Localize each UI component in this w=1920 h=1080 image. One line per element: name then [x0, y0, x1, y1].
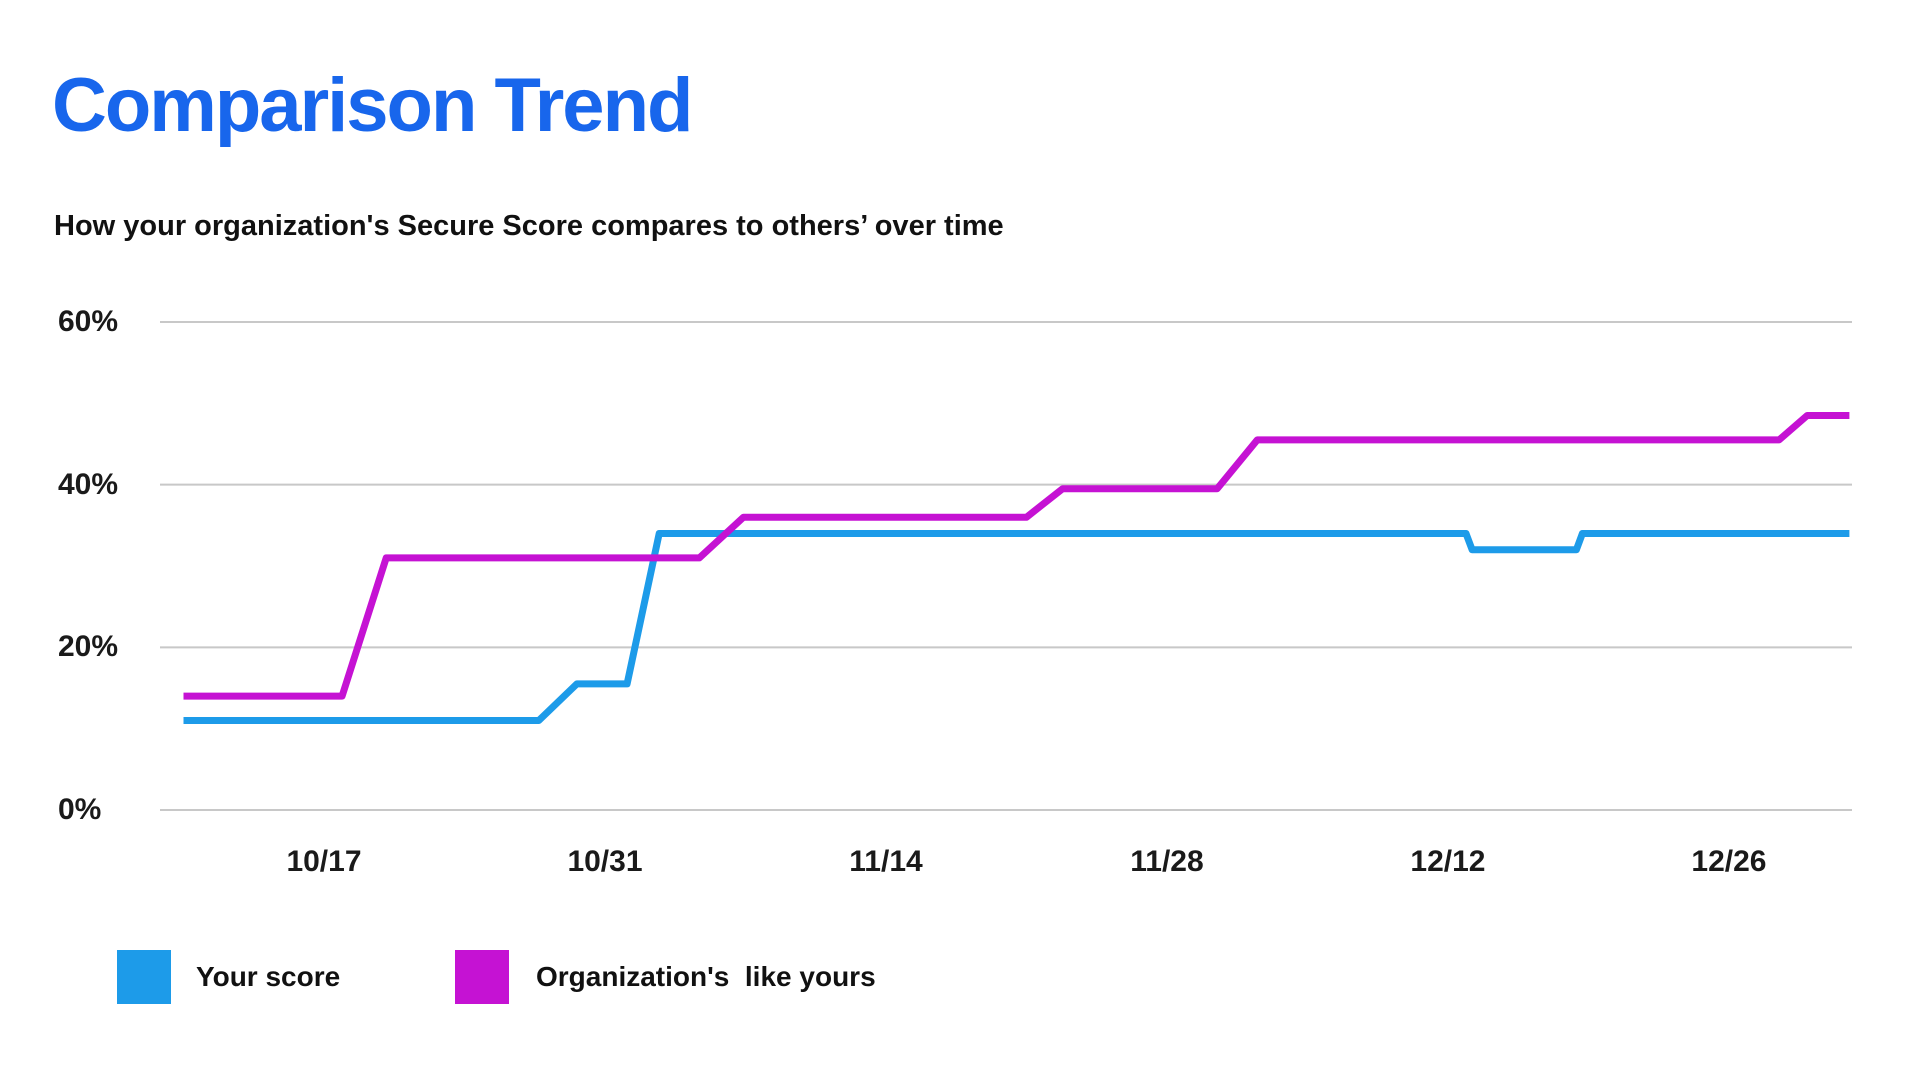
x-tick-label: 12/26	[1691, 845, 1767, 878]
legend-swatch	[117, 950, 171, 1004]
x-tick-label: 12/12	[1410, 845, 1486, 878]
page-title: Comparison Trend	[52, 63, 693, 148]
legend-item-organizations-like-yours[interactable]: Organization's like yours	[455, 948, 876, 1006]
y-tick-label: 60%	[58, 305, 119, 338]
x-tick-label: 11/14	[849, 845, 923, 878]
y-tick-label: 40%	[58, 467, 119, 501]
x-tick-label: 10/17	[286, 845, 362, 878]
series-line-organizations-like-yours	[183, 412, 1850, 700]
legend-swatch	[455, 950, 509, 1004]
page-subtitle: How your organization's Secure Score com…	[54, 210, 1004, 242]
chart-legend: Your score Organization's like yours	[0, 948, 1920, 1008]
y-tick-label: 20%	[58, 630, 119, 664]
legend-label: Organization's like yours	[536, 961, 876, 992]
y-tick-label: 0%	[58, 793, 102, 826]
legend-label: Your score	[196, 961, 341, 992]
x-tick-label: 11/28	[1130, 845, 1204, 878]
legend-item-your-score[interactable]: Your score	[117, 948, 340, 1006]
x-tick-label: 10/31	[567, 845, 643, 878]
series-line-your-score	[183, 530, 1850, 724]
